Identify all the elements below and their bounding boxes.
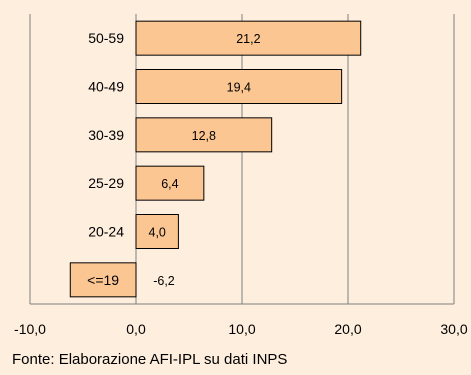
category-label: 40-49 (88, 79, 124, 95)
bar-chart: 50-59 21,2 40-49 19,4 30-39 12,8 25-29 6,4 20-24… (14, 14, 468, 337)
x-tick-labels: -10,0 0,0 10,0 20,0 30,0 (14, 321, 468, 337)
grid-lines (29, 14, 455, 304)
bar (135, 69, 343, 104)
category-label: 30-39 (88, 127, 124, 143)
bars: 50-59 21,2 40-49 19,4 30-39 12,8 25-29 6,4 20-24… (69, 20, 362, 298)
bar (135, 165, 205, 201)
value-label: 21,2 (236, 32, 260, 46)
category-label: 20-24 (88, 224, 124, 240)
category-label: 50-59 (88, 30, 124, 46)
x-tick-label: 30,0 (440, 321, 467, 337)
x-tick-label: -10,0 (14, 321, 46, 337)
plot-area: 50-59 21,2 40-49 19,4 30-39 12,8 25-29 6,4 20-24… (29, 14, 455, 305)
x-tick-label: 0,0 (126, 321, 146, 337)
value-label: 19,4 (227, 81, 251, 95)
value-label: 6,4 (161, 177, 178, 191)
value-label: -6,2 (153, 274, 175, 288)
bar (135, 20, 362, 56)
value-label: 4,0 (149, 226, 166, 240)
x-tick-label: 10,0 (228, 321, 255, 337)
category-label: <=19 (87, 272, 119, 288)
bar (69, 262, 137, 298)
bar (135, 214, 179, 249)
source-note: Fonte: Elaborazione AFI-IPL su dati INPS (12, 351, 288, 368)
x-tick-label: 20,0 (334, 321, 361, 337)
bar (135, 117, 273, 153)
value-label: 12,8 (192, 129, 216, 143)
category-label: 25-29 (88, 175, 124, 191)
